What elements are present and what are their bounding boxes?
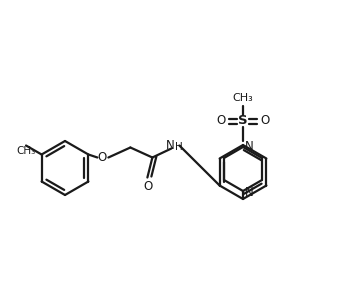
Text: N: N	[245, 139, 253, 152]
Text: O: O	[216, 115, 226, 127]
Text: O: O	[98, 151, 107, 164]
Text: H: H	[175, 141, 183, 152]
Text: N: N	[166, 139, 175, 152]
Text: O: O	[144, 180, 153, 193]
Text: CH₃: CH₃	[16, 146, 36, 156]
Text: S: S	[238, 115, 248, 127]
Text: O: O	[260, 115, 270, 127]
Text: N: N	[245, 185, 253, 199]
Text: CH₃: CH₃	[233, 93, 253, 103]
